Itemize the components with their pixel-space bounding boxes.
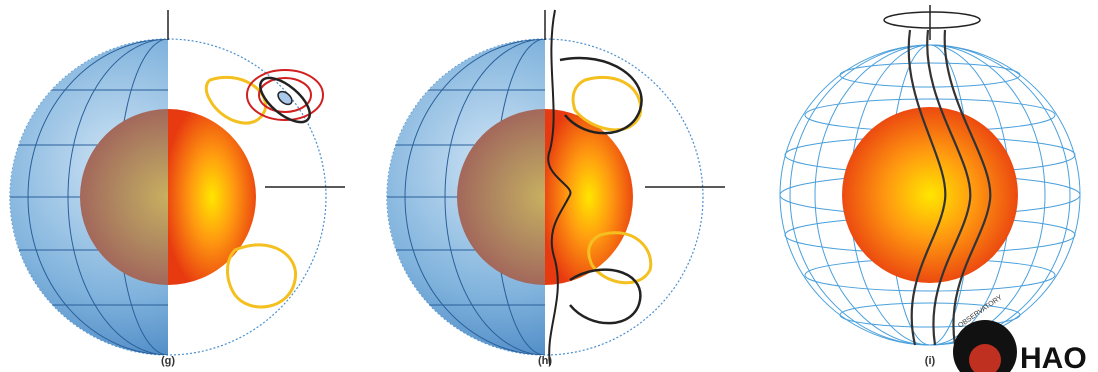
panel-label: (g) xyxy=(161,355,175,367)
logo: OBSERVATORY HAO xyxy=(953,294,1087,372)
panel-g xyxy=(9,10,345,356)
logo-name: HAO xyxy=(1020,342,1087,372)
panel-label: (h) xyxy=(538,355,552,367)
panel-i xyxy=(779,5,1081,346)
panel-label: (i) xyxy=(925,355,936,367)
panel-h xyxy=(386,9,725,366)
